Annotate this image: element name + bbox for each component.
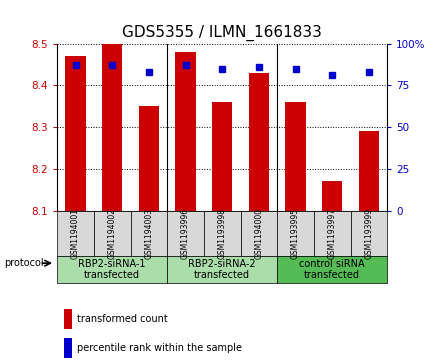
Text: GSM1194002: GSM1194002 <box>108 208 117 258</box>
Bar <box>212 102 232 211</box>
Text: GSM1194000: GSM1194000 <box>254 208 264 258</box>
Bar <box>64 309 72 329</box>
Text: control siRNA
transfected: control siRNA transfected <box>299 258 365 280</box>
Text: transformed count: transformed count <box>77 314 168 324</box>
Text: RBP2-siRNA-1
transfected: RBP2-siRNA-1 transfected <box>78 258 146 280</box>
Bar <box>94 211 131 256</box>
Bar <box>66 56 86 211</box>
Text: percentile rank within the sample: percentile rank within the sample <box>77 343 242 353</box>
Bar <box>286 102 306 211</box>
Bar <box>57 211 94 256</box>
Text: GSM1193996: GSM1193996 <box>181 208 190 258</box>
Bar <box>351 211 387 256</box>
Text: GSM1193999: GSM1193999 <box>364 208 374 258</box>
Text: protocol: protocol <box>4 258 44 268</box>
Text: GSM1193997: GSM1193997 <box>328 208 337 258</box>
Text: RBP2-siRNA-2
transfected: RBP2-siRNA-2 transfected <box>188 258 256 280</box>
Bar <box>204 211 241 256</box>
Text: GSM1194001: GSM1194001 <box>71 208 80 258</box>
Title: GDS5355 / ILMN_1661833: GDS5355 / ILMN_1661833 <box>122 25 322 41</box>
Bar <box>167 211 204 256</box>
Text: GSM1194003: GSM1194003 <box>144 208 154 258</box>
Bar <box>359 131 379 211</box>
Bar <box>131 211 167 256</box>
Bar <box>277 211 314 256</box>
Bar <box>241 211 277 256</box>
Bar <box>57 256 167 283</box>
Bar <box>167 256 277 283</box>
Bar <box>64 338 72 358</box>
Bar <box>277 256 387 283</box>
Bar <box>139 106 159 211</box>
Bar <box>249 73 269 211</box>
Bar <box>322 181 342 211</box>
Text: GSM1193998: GSM1193998 <box>218 208 227 258</box>
Bar <box>176 52 196 211</box>
Text: GSM1193995: GSM1193995 <box>291 208 300 258</box>
Bar <box>102 44 122 211</box>
Bar <box>314 211 351 256</box>
